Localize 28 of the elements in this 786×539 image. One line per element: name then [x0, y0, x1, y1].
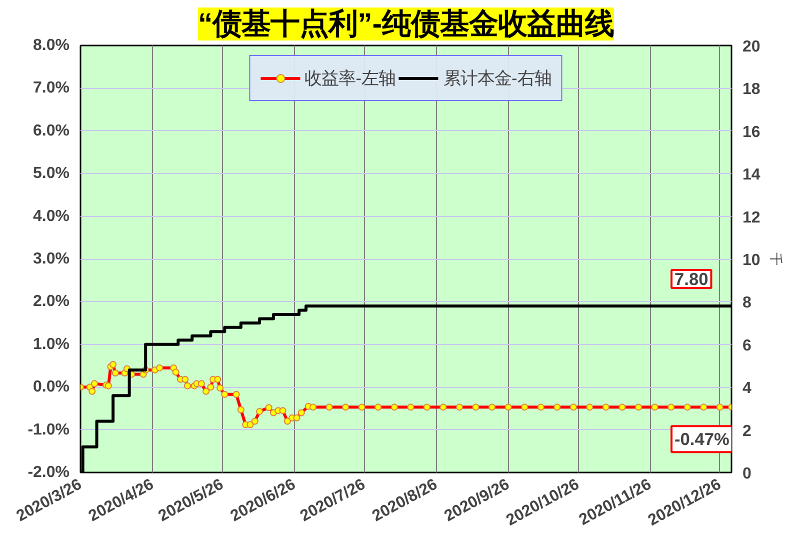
y2-tick-label: 12 [742, 209, 760, 226]
annotation: 7.80 [674, 268, 708, 289]
y2-tick-label: 14 [742, 166, 760, 184]
y-tick-label: -2.0% [28, 464, 70, 481]
legend-label: 收益率-左轴 [304, 67, 396, 90]
y2-tick-label: 8 [742, 294, 752, 312]
y2-tick-label: 18 [742, 81, 760, 98]
y-tick-label: 5.0% [33, 165, 70, 182]
y2-tick-label: 0 [742, 466, 752, 482]
y-tick-label: 4.0% [33, 208, 70, 225]
y2-tick-label: 2 [742, 422, 752, 440]
y-tick-label: 0.0% [33, 378, 70, 396]
y2-axis-title: 千 [768, 252, 784, 266]
y-tick-label: 2.0% [33, 293, 70, 310]
y2-tick-label: 16 [742, 124, 760, 141]
y-tick-label: 7.0% [33, 80, 70, 97]
y2-tick-label: 4 [742, 380, 752, 398]
y2-tick-label: 6 [742, 337, 752, 354]
y-tick-label: 6.0% [33, 122, 70, 140]
y-tick-label: -1.0% [28, 421, 70, 438]
annotation: -0.47% [674, 429, 730, 450]
y-tick-label: 3.0% [33, 250, 70, 268]
y-tick-label: 1.0% [33, 336, 70, 353]
y-tick-label: 8.0% [33, 37, 70, 54]
y2-tick-label: 10 [742, 252, 760, 269]
chart-title: “债基十点利”-纯债基金收益曲线 [198, 8, 614, 40]
legend-label: 累计本金-右轴 [444, 67, 552, 90]
y2-tick-label: 20 [742, 38, 760, 56]
